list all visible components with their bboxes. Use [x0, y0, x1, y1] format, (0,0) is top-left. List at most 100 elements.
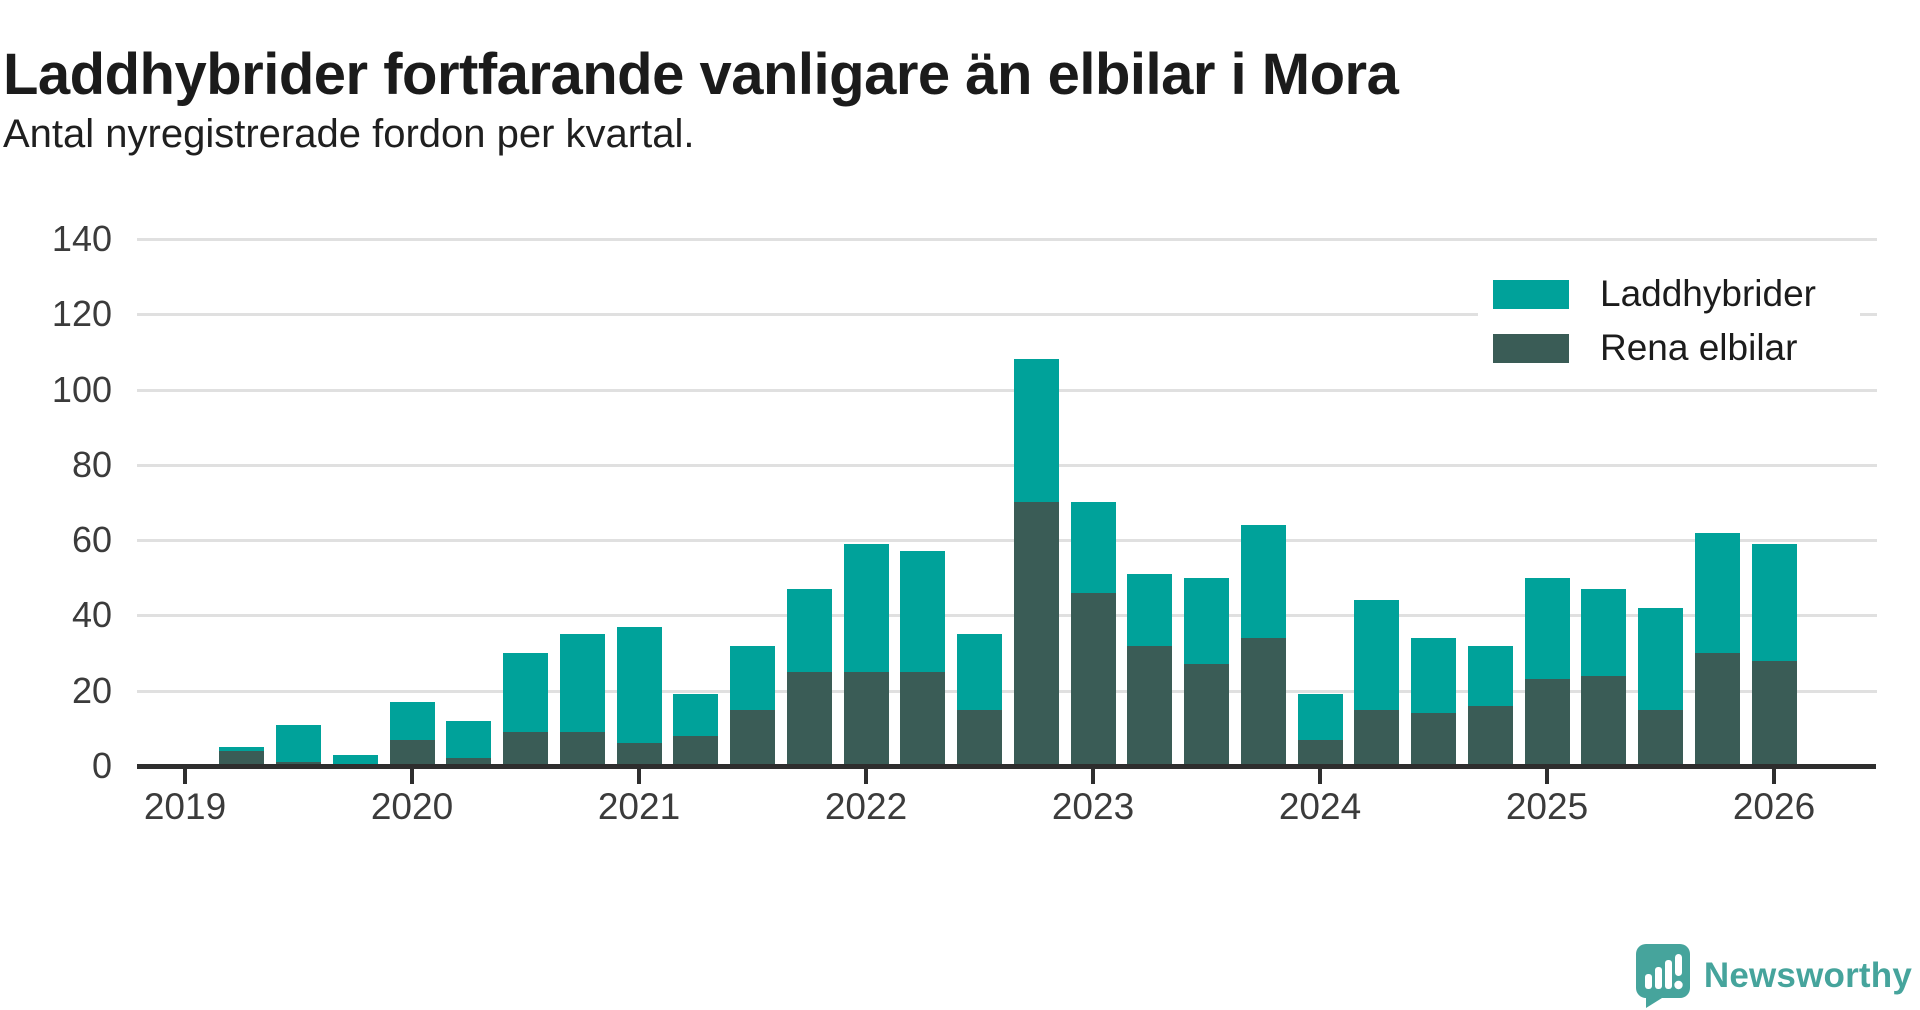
gridline-y-120	[137, 313, 1877, 317]
gridline-y-80	[137, 463, 1877, 467]
bar-laddhybrider-2023-K2	[1127, 573, 1173, 646]
bar-laddhybrider-2023-K1	[1070, 502, 1116, 593]
legend-label-rena-elbilar: Rena elbilar	[1600, 327, 1798, 368]
x-axis-label-2026: 2026	[1732, 786, 1816, 827]
bar-laddhybrider-2024-K2	[1354, 600, 1400, 710]
bar-rena-elbilar-2022-K4	[1013, 502, 1059, 766]
x-axis-label-2024: 2024	[1278, 786, 1362, 827]
bar-laddhybrider-2020-K1	[389, 701, 435, 740]
x-axis-label-2023: 2023	[1051, 786, 1135, 827]
bar-laddhybrider-2025-K4	[1694, 532, 1740, 654]
legend-item-rena-elbilar: Rena elbilar	[1478, 328, 1860, 368]
gridline-y-100	[137, 388, 1877, 392]
chart-subtitle: Antal nyregistrerade fordon per kvartal.	[3, 112, 695, 156]
legend-swatch-laddhybrider	[1493, 279, 1569, 309]
bar-rena-elbilar-2020-K4	[559, 732, 605, 766]
bar-laddhybrider-2021-K2	[673, 694, 719, 736]
x-axis-tick-2020	[410, 769, 414, 784]
bar-rena-elbilar-2026-K1	[1751, 660, 1797, 766]
bar-laddhybrider-2019-K3	[276, 724, 321, 763]
bar-rena-elbilar-2020-K1	[389, 739, 435, 766]
y-axis-label-60: 60	[71, 519, 112, 561]
y-axis-label-120: 120	[51, 293, 112, 335]
bar-laddhybrider-2022-K2	[900, 551, 946, 672]
bar-rena-elbilar-2023-K4	[1240, 637, 1286, 766]
bar-laddhybrider-2025-K2	[1581, 589, 1627, 676]
bar-rena-elbilar-2022-K1	[843, 671, 889, 766]
bar-laddhybrider-2022-K1	[843, 543, 889, 672]
legend-swatch-rena-elbilar	[1493, 333, 1569, 363]
bar-laddhybrider-2021-K4	[786, 589, 832, 672]
bar-laddhybrider-2022-K3	[957, 634, 1002, 710]
bar-rena-elbilar-2021-K3	[730, 709, 775, 766]
bar-laddhybrider-2021-K1	[616, 626, 662, 744]
bar-rena-elbilar-2021-K2	[673, 735, 719, 766]
bar-laddhybrider-2021-K3	[730, 645, 775, 710]
x-axis-tick-2022	[864, 769, 868, 784]
y-axis-label-100: 100	[51, 368, 112, 410]
bar-rena-elbilar-2019-K2	[219, 750, 265, 766]
x-axis-label-2019: 2019	[143, 786, 227, 827]
bar-laddhybrider-2019-K4	[332, 754, 378, 766]
bar-rena-elbilar-2022-K3	[957, 709, 1002, 766]
bar-rena-elbilar-2023-K1	[1070, 592, 1116, 766]
bar-laddhybrider-2024-K1	[1297, 694, 1343, 740]
x-axis-line	[137, 764, 1876, 769]
newsworthy-logo-icon	[1635, 944, 1690, 1008]
x-axis-tick-2026	[1772, 769, 1776, 784]
bar-rena-elbilar-2025-K2	[1581, 675, 1627, 766]
bar-rena-elbilar-2025-K1	[1524, 679, 1570, 766]
x-axis-label-2020: 2020	[370, 786, 454, 827]
bar-laddhybrider-2023-K4	[1240, 525, 1286, 638]
newsworthy-attribution: Newsworthy	[1635, 944, 1912, 1008]
bar-rena-elbilar-2025-K3	[1638, 709, 1683, 766]
bar-rena-elbilar-2021-K4	[786, 671, 832, 766]
bar-rena-elbilar-2025-K4	[1694, 653, 1740, 766]
legend: Laddhybrider Rena elbilar	[1478, 260, 1860, 378]
bar-rena-elbilar-2022-K2	[900, 671, 946, 766]
bar-rena-elbilar-2024-K4	[1467, 705, 1513, 766]
y-axis-label-140: 140	[51, 217, 112, 259]
bar-rena-elbilar-2024-K3	[1411, 713, 1456, 766]
x-axis-label-2021: 2021	[597, 786, 681, 827]
bar-laddhybrider-2024-K4	[1467, 645, 1513, 706]
bar-rena-elbilar-2021-K1	[616, 743, 662, 766]
legend-item-laddhybrider: Laddhybrider	[1478, 274, 1860, 314]
bar-laddhybrider-2025-K3	[1638, 607, 1683, 710]
gridline-y-140	[137, 237, 1877, 241]
x-axis-tick-2023	[1091, 769, 1095, 784]
bar-laddhybrider-2024-K3	[1411, 637, 1456, 714]
bar-rena-elbilar-2023-K3	[1184, 664, 1229, 766]
chart-title: Laddhybrider fortfarande vanligare än el…	[3, 41, 1399, 107]
bar-laddhybrider-2020-K4	[559, 634, 605, 733]
bar-rena-elbilar-2020-K2	[446, 758, 492, 766]
x-axis-label-2022: 2022	[824, 786, 908, 827]
legend-label-laddhybrider: Laddhybrider	[1600, 273, 1816, 314]
x-axis-tick-2019	[183, 769, 187, 784]
bar-laddhybrider-2020-K3	[503, 653, 548, 733]
x-axis-tick-2024	[1318, 769, 1322, 784]
y-axis-label-40: 40	[71, 594, 112, 636]
y-axis-label-80: 80	[71, 443, 112, 485]
y-axis-label-20: 20	[71, 669, 112, 711]
bar-laddhybrider-2026-K1	[1751, 543, 1797, 661]
bar-laddhybrider-2023-K3	[1184, 577, 1229, 665]
bar-rena-elbilar-2023-K2	[1127, 645, 1173, 766]
bar-rena-elbilar-2020-K3	[503, 732, 548, 766]
bar-laddhybrider-2025-K1	[1524, 577, 1570, 680]
bar-laddhybrider-2019-K2	[219, 747, 265, 751]
newsworthy-logo-text: Newsworthy	[1703, 956, 1912, 995]
x-axis-label-2025: 2025	[1505, 786, 1589, 827]
bar-laddhybrider-2022-K4	[1013, 359, 1059, 503]
y-axis-label-0: 0	[91, 745, 112, 786]
gridline-y-20	[137, 689, 1877, 693]
gridline-y-40	[137, 614, 1877, 618]
bar-laddhybrider-2020-K2	[446, 720, 492, 759]
bar-rena-elbilar-2024-K1	[1297, 739, 1343, 766]
x-axis-tick-2025	[1545, 769, 1549, 784]
x-axis-tick-2021	[637, 769, 641, 784]
